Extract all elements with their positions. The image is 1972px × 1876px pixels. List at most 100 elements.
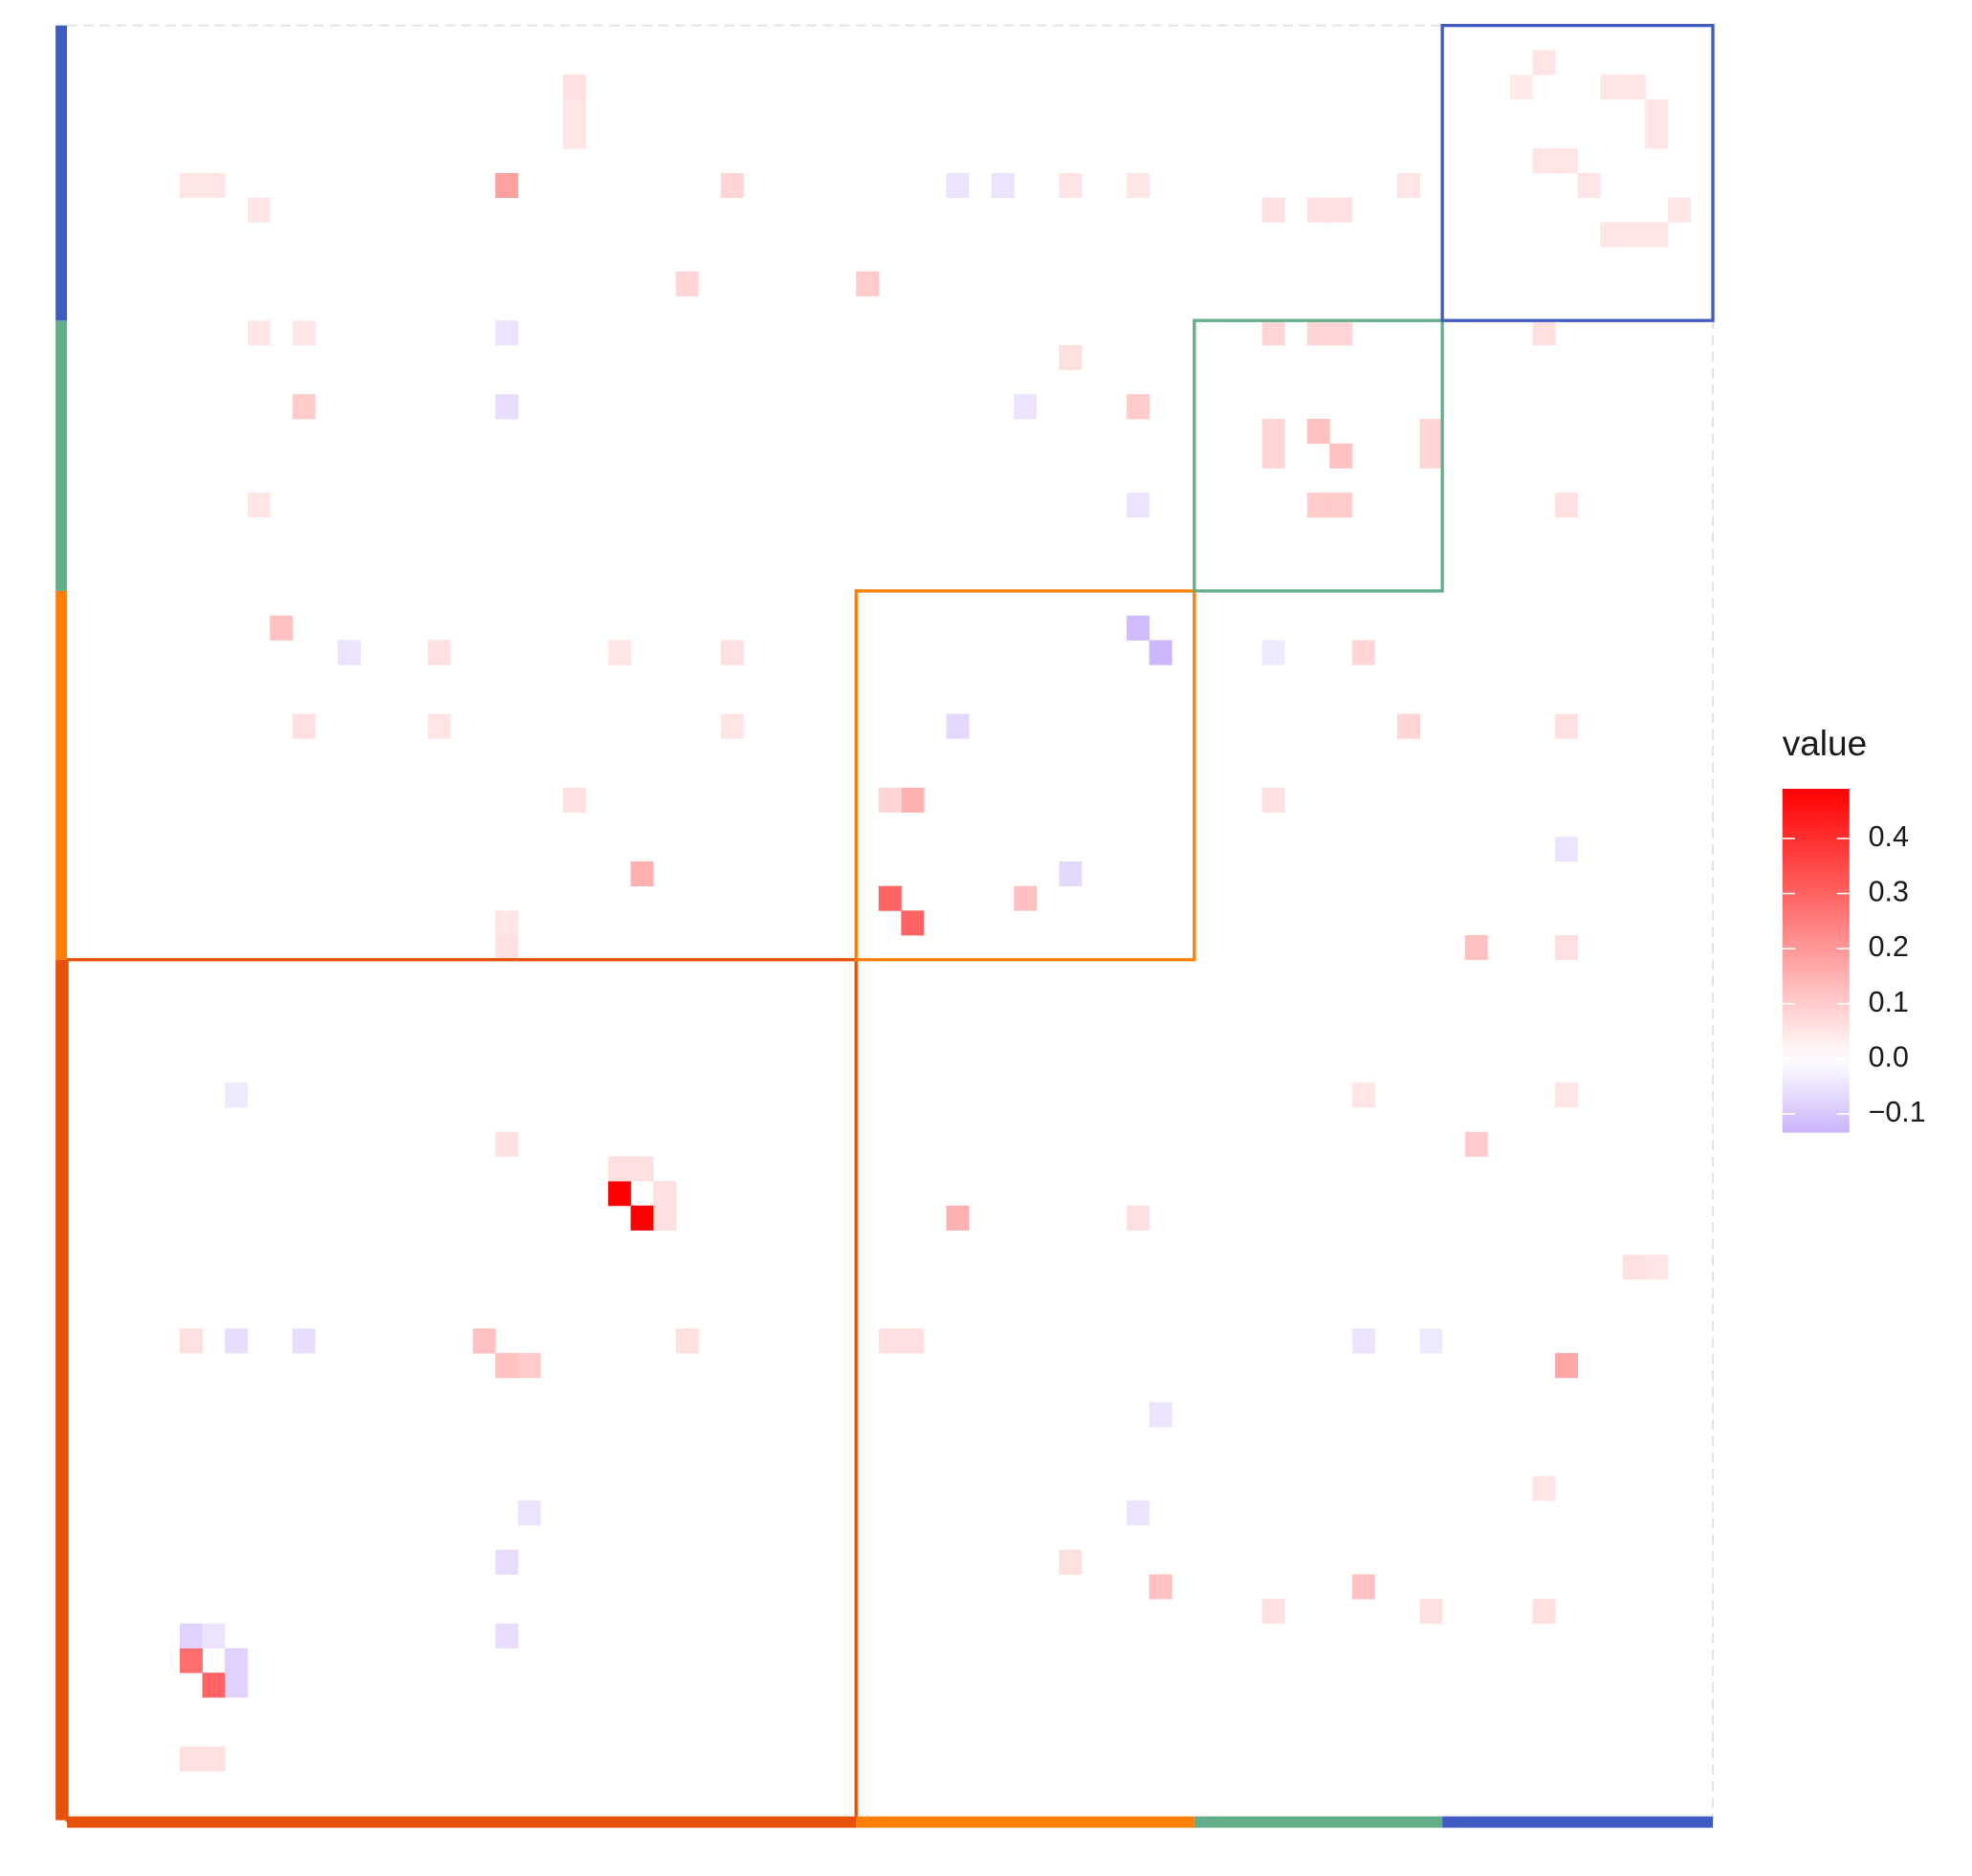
heatmap-cell [607, 1156, 631, 1182]
heatmap-cell [1555, 1082, 1578, 1108]
heatmap-cell [472, 1328, 496, 1354]
group-bar-bottom [67, 1816, 857, 1828]
legend-title: value [1783, 723, 1867, 763]
heatmap-cell [292, 1328, 316, 1354]
heatmap-cell [1532, 50, 1556, 76]
heatmap-cell [1261, 443, 1285, 469]
heatmap-cell [901, 1328, 925, 1354]
heatmap-cell [247, 492, 271, 518]
heatmap-cell [1555, 492, 1578, 518]
heatmap-cell [720, 640, 744, 665]
heatmap-cell [946, 1205, 970, 1231]
heatmap-cell [202, 1623, 226, 1649]
heatmap-cell [1419, 419, 1443, 445]
heatmap-cell [337, 640, 361, 665]
heatmap-cell [1127, 1205, 1150, 1231]
heatmap-cell [878, 1328, 902, 1354]
heatmap-cell [562, 75, 586, 100]
group-bar-left [55, 959, 68, 1821]
heatmap-cell [901, 910, 925, 936]
heatmap-cell [630, 1205, 654, 1231]
heatmap-cell [1149, 640, 1172, 665]
heatmap-cell [1532, 1599, 1556, 1625]
heatmap-cell [225, 1328, 249, 1354]
heatmap-cell [1645, 222, 1669, 248]
heatmap-cell [1149, 1402, 1172, 1428]
heatmap-cell [292, 713, 316, 739]
heatmap-cell [675, 271, 699, 296]
colorbar-tick-label: 0.0 [1869, 1040, 1909, 1073]
heatmap-cell [1351, 1574, 1375, 1600]
heatmap-cell [494, 320, 518, 346]
heatmap-cell [1555, 1353, 1578, 1379]
colorbar [1782, 789, 1850, 1133]
heatmap-cell [720, 713, 744, 739]
heatmap-cell [1127, 172, 1150, 199]
heatmap-cell [1059, 344, 1083, 371]
heatmap-cell [562, 787, 586, 813]
heatmap-cell [991, 172, 1015, 199]
heatmap-cell [1351, 640, 1375, 665]
heatmap-cell [1127, 394, 1150, 420]
colorbar-tick-label: 0.3 [1869, 876, 1909, 908]
group-bar-left [55, 591, 68, 960]
heatmap-cell [1645, 123, 1669, 149]
group-box [854, 589, 1196, 962]
heatmap-cell [1532, 1475, 1556, 1501]
heatmap-cell [1555, 713, 1578, 739]
heatmap-cell [1261, 197, 1285, 223]
heatmap-cell [856, 271, 880, 296]
group-box [1440, 24, 1715, 322]
heatmap-cell [179, 1746, 203, 1772]
heatmap-cell [1555, 148, 1578, 174]
group-bar-left [55, 320, 68, 592]
heatmap-cell [653, 1181, 676, 1207]
heatmap-cell [1127, 492, 1150, 518]
heatmap-cell [1555, 934, 1578, 961]
heatmap-cell [494, 934, 518, 961]
colorbar-tick-label: −0.1 [1869, 1096, 1926, 1128]
heatmap-cell [494, 1131, 518, 1157]
heatmap-cell [517, 1353, 541, 1379]
heatmap-cell [494, 172, 518, 199]
heatmap-cell [1149, 1574, 1172, 1600]
heatmap-cell [427, 640, 451, 665]
heatmap-cell [1261, 320, 1285, 346]
colorbar-tick-label: 0.4 [1869, 820, 1909, 853]
group-box [65, 958, 858, 1822]
heatmap-cell [202, 1672, 226, 1698]
heatmap-cell [1127, 1500, 1150, 1526]
heatmap-cell [562, 98, 586, 124]
heatmap-cell [1306, 492, 1330, 518]
heatmap-cell [1329, 320, 1353, 346]
heatmap-cell [1532, 148, 1556, 174]
heatmap-cell [1464, 934, 1488, 961]
heatmap-cell [1059, 861, 1083, 886]
group-bar-bottom [856, 1816, 1194, 1828]
heatmap-cell [179, 1623, 203, 1649]
heatmap-cell [1351, 1328, 1375, 1354]
colorbar-tick-label: 0.1 [1869, 986, 1909, 1018]
heatmap-cell [1419, 443, 1443, 469]
heatmap-cell [1127, 615, 1150, 641]
heatmap-cell [1351, 1082, 1375, 1108]
heatmap-cell [1261, 787, 1285, 813]
heatmap-cell [607, 640, 631, 665]
heatmap-cell [1555, 837, 1578, 862]
heatmap-cell [1059, 172, 1083, 199]
group-box [1193, 318, 1444, 593]
heatmap-cell [878, 885, 902, 911]
heatmap-cell [494, 910, 518, 936]
heatmap-cell [427, 713, 451, 739]
heatmap-cell [292, 394, 316, 420]
heatmap-cell [247, 320, 271, 346]
heatmap-cell [225, 1672, 249, 1698]
heatmap-cell [1396, 713, 1420, 739]
heatmap-cell [1059, 1549, 1083, 1575]
heatmap-cell [494, 1549, 518, 1575]
heatmap-cell [1419, 1328, 1443, 1354]
panel-border [67, 24, 1715, 1821]
heatmap-cell [1306, 419, 1330, 445]
heatmap-cell [1329, 443, 1353, 469]
heatmap-cell [1577, 172, 1601, 199]
